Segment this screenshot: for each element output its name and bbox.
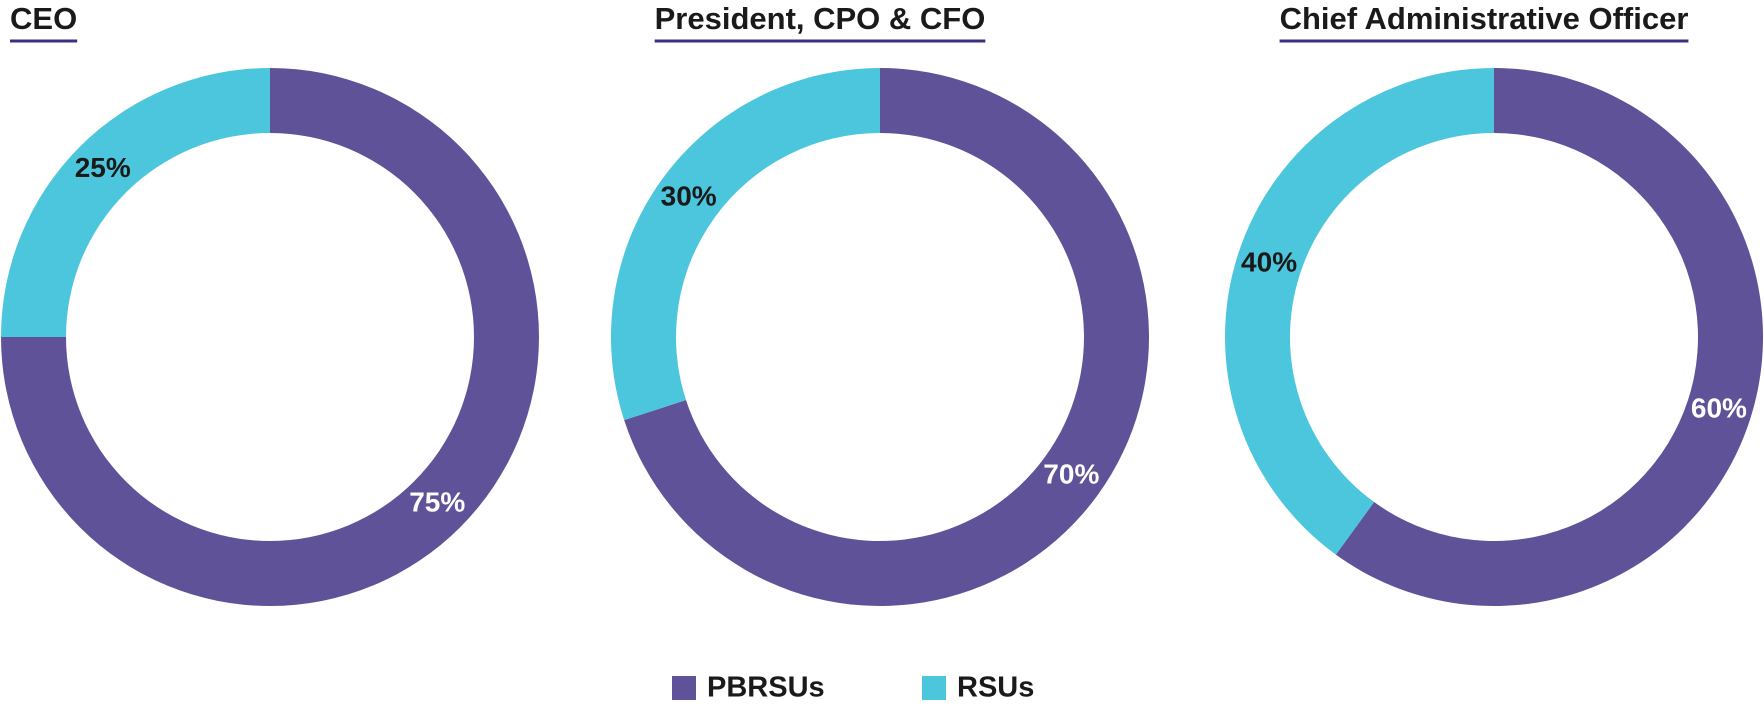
donut-segment (1, 68, 270, 337)
donut-segment (610, 68, 880, 421)
data-label: 30% (661, 180, 717, 211)
legend-swatch (922, 676, 946, 700)
chart-title: President, CPO & CFO (655, 1, 986, 36)
legend-label: RSUs (957, 672, 1034, 704)
data-label: 75% (409, 487, 465, 518)
legend-label: PBRSUs (707, 672, 825, 704)
data-label: 70% (1043, 458, 1099, 489)
legend-swatch (672, 676, 696, 700)
donut-segment (1335, 68, 1763, 606)
chart-title: Chief Administrative Officer (1280, 1, 1689, 36)
data-label: 60% (1691, 392, 1747, 423)
data-label: 40% (1241, 246, 1297, 277)
data-label: 25% (75, 152, 131, 183)
chart-title: CEO (10, 1, 77, 36)
donut-segment (1225, 68, 1494, 555)
